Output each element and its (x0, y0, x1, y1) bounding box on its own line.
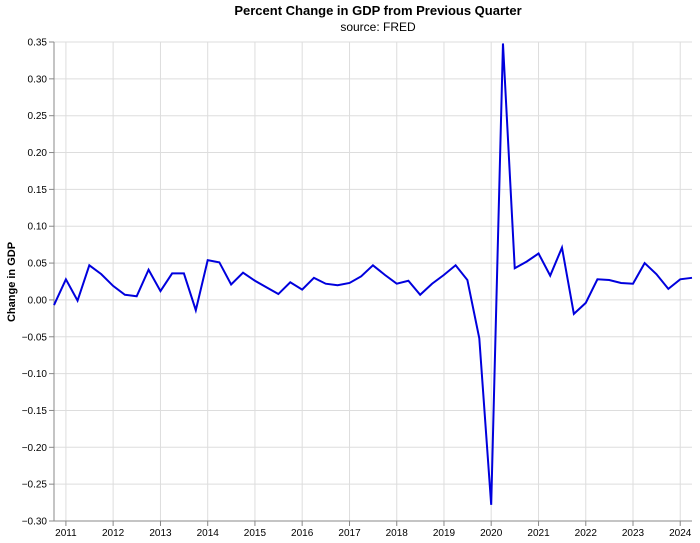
y-tick-label: −0.25 (22, 480, 48, 491)
y-tick-label: −0.20 (22, 443, 48, 454)
y-axis-title: Change in GDP (6, 242, 18, 322)
x-tick-label: 2014 (197, 528, 220, 539)
x-tick-label: 2012 (102, 528, 125, 539)
x-tick-label: 2019 (433, 528, 456, 539)
y-tick-label: 0.25 (28, 111, 48, 122)
gdp-change-series-line (53, 43, 693, 505)
y-tick-label: 0.00 (28, 295, 48, 306)
y-tick-label: −0.30 (22, 517, 48, 528)
y-tick-label: 0.35 (28, 38, 48, 49)
y-tick-label: −0.10 (22, 369, 48, 380)
x-tick-label: 2020 (480, 528, 503, 539)
x-tick-label: 2013 (149, 528, 172, 539)
y-tick-label: 0.15 (28, 185, 48, 196)
x-tick-label: 2018 (386, 528, 409, 539)
y-tick-label: −0.05 (22, 332, 48, 343)
x-tick-label: 2017 (338, 528, 361, 539)
y-tick-label: 0.05 (28, 259, 48, 270)
x-tick-label: 2022 (575, 528, 598, 539)
y-tick-label: 0.10 (28, 222, 48, 233)
y-tick-label: 0.20 (28, 148, 48, 159)
x-tick-label: 2024 (669, 528, 692, 539)
y-tick-label: −0.15 (22, 406, 48, 417)
y-tick-label: 0.30 (28, 74, 48, 85)
x-tick-label: 2011 (55, 528, 77, 539)
x-tick-label: 2023 (622, 528, 645, 539)
x-tick-label: 2015 (244, 528, 267, 539)
axes: 0.35 0.30 0.25 0.20 0.15 0.10 0.05 0.00 −0.05 −0.… (22, 38, 692, 539)
chart-title: Percent Change in GDP from Previous Quar… (234, 3, 521, 18)
chart-subtitle: source: FRED (340, 20, 416, 34)
x-tick-label: 2021 (527, 528, 550, 539)
plot-area (53, 43, 693, 505)
x-tick-label: 2016 (291, 528, 314, 539)
